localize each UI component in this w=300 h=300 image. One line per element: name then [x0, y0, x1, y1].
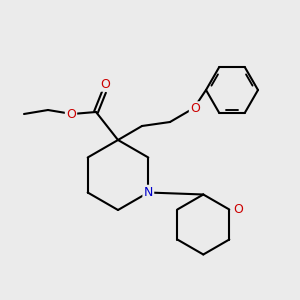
Text: O: O	[66, 109, 76, 122]
Text: O: O	[190, 103, 200, 116]
Text: O: O	[100, 77, 110, 91]
Text: O: O	[233, 203, 243, 216]
Text: N: N	[144, 186, 153, 199]
